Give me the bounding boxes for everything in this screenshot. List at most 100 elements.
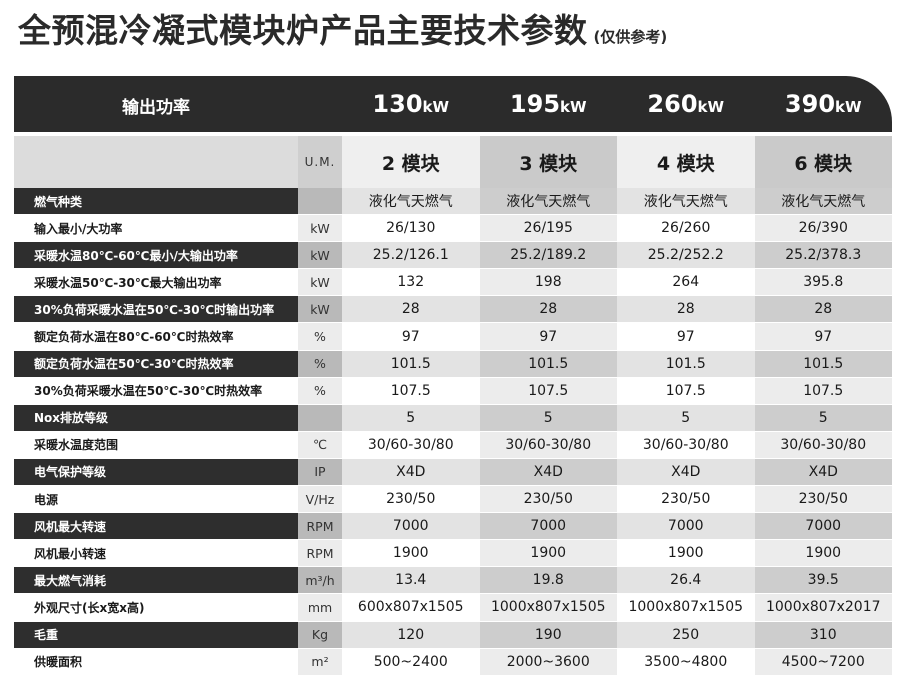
row-value: 30/60-30/80 xyxy=(617,431,755,458)
row-unit: m³/h xyxy=(298,567,342,594)
row-value: 液化气天燃气 xyxy=(342,188,480,215)
row-value: 28 xyxy=(342,296,480,323)
row-value: 230/50 xyxy=(479,486,617,513)
row-label: 风机最大转速 xyxy=(14,513,298,540)
row-value: X4D xyxy=(617,458,755,486)
unit-header: U.M. xyxy=(298,136,342,188)
table-row: 输入最小/大功率 kW 26/130 26/195 26/260 26/390 xyxy=(14,215,892,243)
row-value: 1000x807x1505 xyxy=(479,594,617,621)
table-row: 风机最大转速 RPM 7000 7000 7000 7000 xyxy=(14,513,892,541)
table-row: 采暖水温度范围 ℃ 30/60-30/80 30/60-30/80 30/60-30/8… xyxy=(14,431,892,459)
row-unit: m² xyxy=(298,648,342,675)
row-value: 液化气天燃气 xyxy=(479,188,617,215)
table-row: 电源 V/Hz 230/50 230/50 230/50 230/50 xyxy=(14,486,892,514)
row-value: 30/60-30/80 xyxy=(342,431,480,458)
row-value: 30/60-30/80 xyxy=(754,431,892,458)
row-label: 供暖面积 xyxy=(14,648,298,675)
row-value: 26/130 xyxy=(342,215,480,242)
module-count: 6 模块 xyxy=(754,136,892,188)
table-row: 毛重 Kg 120 190 250 310 xyxy=(14,621,892,649)
row-value: 28 xyxy=(754,296,892,323)
spec-rows: 燃气种类 液化气天燃气 液化气天燃气 液化气天燃气 液化气天燃气 输入最小/大功率 kW 26… xyxy=(14,188,892,676)
row-value: 1000x807x2017 xyxy=(754,594,892,621)
row-value: 5 xyxy=(479,404,617,431)
row-value: 26.4 xyxy=(617,567,755,594)
row-value: 28 xyxy=(479,296,617,323)
row-unit xyxy=(298,188,342,215)
row-value: 1000x807x1505 xyxy=(617,594,755,621)
row-value: 1900 xyxy=(479,540,617,567)
row-value: 101.5 xyxy=(754,350,892,377)
row-unit: kW xyxy=(298,215,342,242)
module-blank-cell xyxy=(14,136,298,188)
row-value: 28 xyxy=(617,296,755,323)
title-bar: 全预混冷凝式模块炉产品主要技术参数 (仅供参考) xyxy=(18,4,667,52)
power-260: 260kW xyxy=(647,90,725,118)
table-row: 采暖水温80℃-60℃最小/大输出功率 kW 25.2/126.1 25.2/189.… xyxy=(14,242,892,270)
row-value: 5 xyxy=(754,404,892,431)
row-unit: V/Hz xyxy=(298,486,342,513)
row-label: 最大燃气消耗 xyxy=(14,567,298,594)
row-unit: kW xyxy=(298,296,342,323)
row-value: 19.8 xyxy=(479,567,617,594)
row-value: 250 xyxy=(617,621,755,648)
table-row: 电气保护等级 IP X4D X4D X4D X4D xyxy=(14,458,892,487)
row-value: 97 xyxy=(342,323,480,350)
row-value: 1900 xyxy=(754,540,892,567)
row-value: 107.5 xyxy=(754,377,892,404)
row-unit: Kg xyxy=(298,621,342,648)
table-row: 供暖面积 m² 500~2400 2000~3600 3500~4800 4500~720… xyxy=(14,648,892,676)
row-value: X4D xyxy=(754,458,892,486)
module-count: 3 模块 xyxy=(479,136,617,188)
row-unit: RPM xyxy=(298,540,342,567)
row-unit: % xyxy=(298,323,342,350)
table-row: 燃气种类 液化气天燃气 液化气天燃气 液化气天燃气 液化气天燃气 xyxy=(14,188,892,216)
row-label: 风机最小转速 xyxy=(14,540,298,567)
row-value: 39.5 xyxy=(754,567,892,594)
row-value: 7000 xyxy=(342,513,480,540)
row-value: 132 xyxy=(342,269,480,296)
row-unit: mm xyxy=(298,594,342,621)
row-value: 26/390 xyxy=(754,215,892,242)
row-value: 101.5 xyxy=(617,350,755,377)
row-value: 101.5 xyxy=(479,350,617,377)
table-row: 额定负荷水温在50℃-30℃时热效率% 101.5 101.5 101.5 101.5 xyxy=(14,350,892,378)
row-value: 101.5 xyxy=(342,350,480,377)
output-power-label: 输出功率 xyxy=(122,97,190,118)
table-row: 最大燃气消耗 m³/h 13.4 19.8 26.4 39.5 xyxy=(14,567,892,595)
row-label: Nox排放等级 xyxy=(14,404,298,431)
row-value: 7000 xyxy=(479,513,617,540)
row-label: 电源 xyxy=(14,486,298,513)
table-row: 额定负荷水温在80℃-60℃时热效率% 97 97 97 97 xyxy=(14,323,892,351)
page-title: 全预混冷凝式模块炉产品主要技术参数 xyxy=(18,11,588,50)
row-value: 500~2400 xyxy=(342,648,480,675)
row-value: 7000 xyxy=(754,513,892,540)
row-value: 5 xyxy=(342,404,480,431)
row-label: 输入最小/大功率 xyxy=(14,215,298,242)
row-value: 1900 xyxy=(342,540,480,567)
row-unit: % xyxy=(298,350,342,377)
row-unit: % xyxy=(298,377,342,404)
table-row: 风机最小转速 RPM 1900 1900 1900 1900 xyxy=(14,540,892,568)
table-row: 30%负荷采暖水温在50℃-30℃时输出功率 kW 28 28 28 28 xyxy=(14,296,892,324)
row-value: 13.4 xyxy=(342,567,480,594)
row-label: 额定负荷水温在80℃-60℃时热效率 xyxy=(14,323,298,350)
row-unit: RPM xyxy=(298,513,342,540)
row-value: 4500~7200 xyxy=(754,648,892,675)
row-unit xyxy=(298,404,342,431)
row-value: 600x807x1505 xyxy=(342,594,480,621)
row-label: 燃气种类 xyxy=(14,188,298,215)
power-header-row: 输出功率 130kW 195kW 260kW 390kW xyxy=(14,76,892,132)
power-390: 390kW xyxy=(784,90,862,118)
row-value: 液化气天燃气 xyxy=(754,188,892,215)
row-value: 30/60-30/80 xyxy=(479,431,617,458)
row-value: 26/195 xyxy=(479,215,617,242)
row-value: 107.5 xyxy=(617,377,755,404)
row-unit: IP xyxy=(298,458,342,486)
row-value: 5 xyxy=(617,404,755,431)
row-label: 采暖水温度范围 xyxy=(14,431,298,458)
row-value: 395.8 xyxy=(754,269,892,296)
row-value: 107.5 xyxy=(342,377,480,404)
row-label: 电气保护等级 xyxy=(14,458,298,486)
module-header-row: U.M. 2 模块 3 模块 4 模块 6 模块 xyxy=(14,136,892,188)
